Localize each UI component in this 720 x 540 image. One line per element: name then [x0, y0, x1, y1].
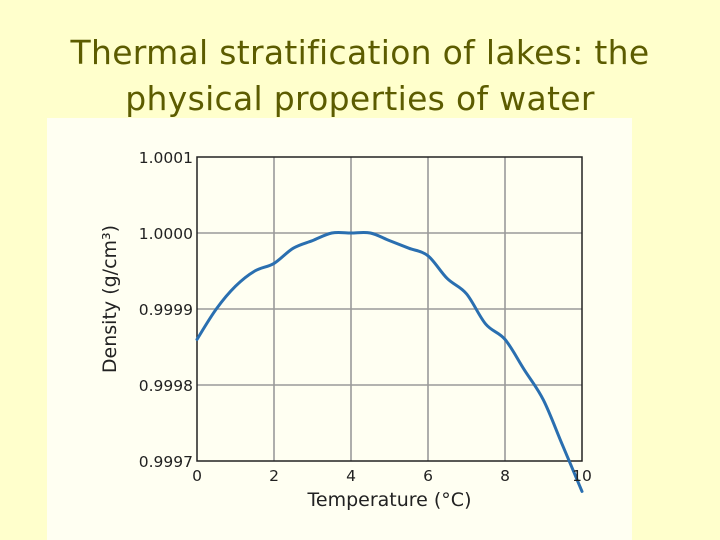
- y-tick-label: 0.9998: [139, 377, 193, 395]
- y-axis-title: Density (g/cm³): [99, 225, 121, 373]
- x-axis-title: Temperature (°C): [307, 489, 472, 511]
- y-tick-label: 0.9999: [139, 301, 193, 319]
- x-tick-label: 0: [192, 467, 202, 485]
- slide-title: Thermal stratification of lakes: the phy…: [0, 30, 720, 122]
- plot-frame: [196, 156, 583, 462]
- density-curve: [195, 230, 584, 493]
- x-tick-label: 4: [346, 467, 356, 485]
- figure-panel: [47, 118, 632, 540]
- y-tick-label: 1.0001: [139, 149, 193, 167]
- x-tick-label: 10: [572, 467, 592, 485]
- y-tick-label: 0.9997: [139, 453, 193, 471]
- x-tick-label: 2: [269, 467, 279, 485]
- slide-title-line-2: physical properties of water: [125, 79, 595, 118]
- y-tick-label: 1.0000: [139, 225, 193, 243]
- slide-title-line-1: Thermal stratification of lakes: the: [70, 33, 650, 72]
- x-tick-label: 6: [423, 467, 433, 485]
- x-tick-labels: 0 2 4 6 8 10: [192, 467, 592, 485]
- y-tick-labels: 0.9997 0.9998 0.9999 1.0000 1.0001: [139, 149, 193, 471]
- grid: [197, 157, 582, 461]
- series-layer: [195, 230, 584, 493]
- x-tick-label: 8: [500, 467, 510, 485]
